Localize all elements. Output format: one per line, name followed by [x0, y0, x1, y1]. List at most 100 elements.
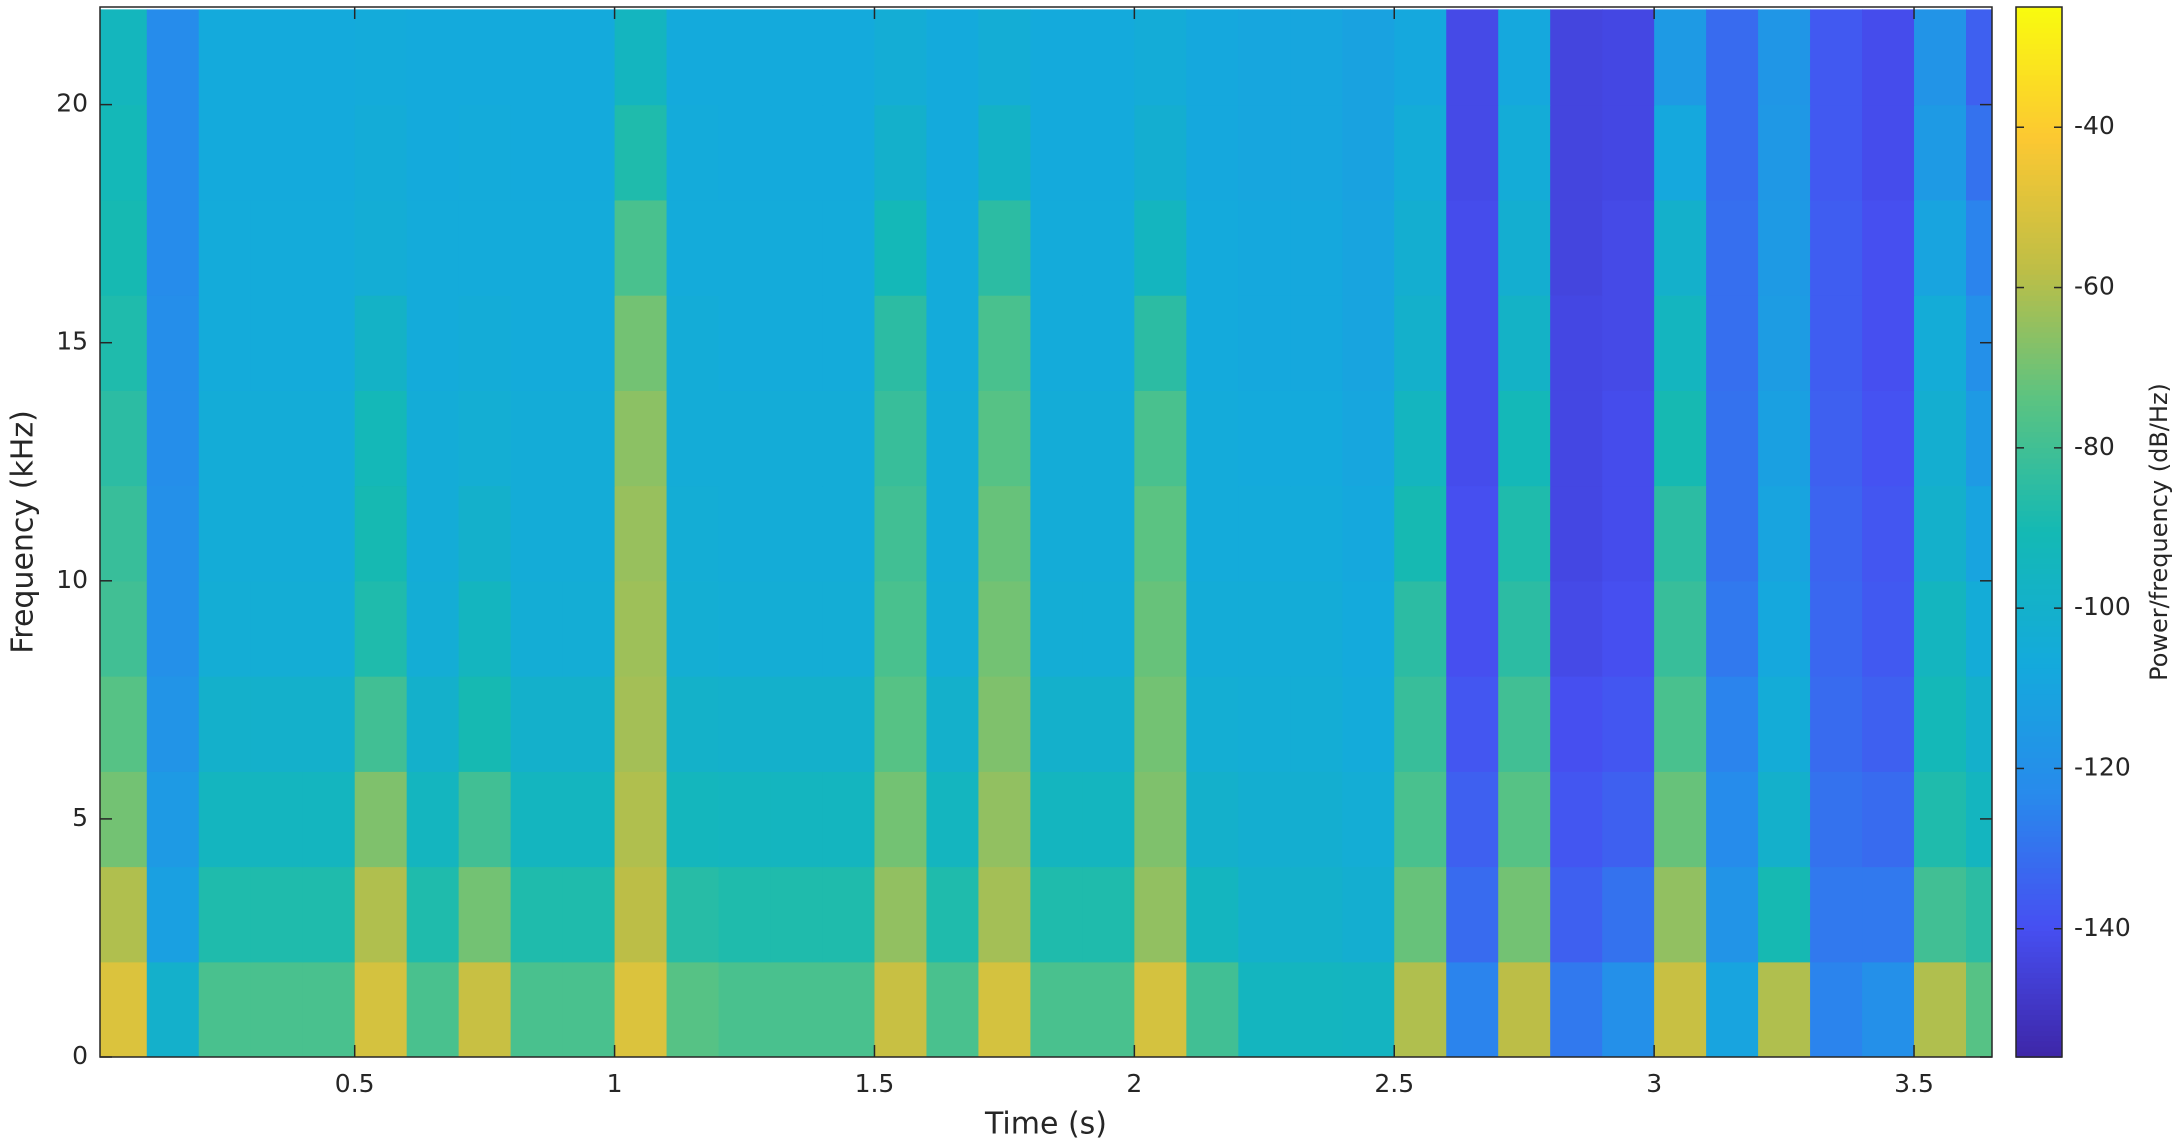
- cell: [1758, 9, 1811, 106]
- cell: [510, 295, 564, 391]
- cell: [1914, 295, 1967, 391]
- colorbar-step: [2016, 38, 2062, 45]
- cell: [146, 104, 200, 201]
- cell: [1290, 961, 1343, 1057]
- cell: [1498, 580, 1551, 677]
- colorbar-step: [2016, 679, 2062, 686]
- colorbar-step: [2016, 752, 2062, 759]
- cell: [510, 961, 564, 1057]
- cell: [406, 580, 460, 677]
- cell: [354, 9, 408, 106]
- cell: [406, 390, 460, 487]
- cell: [1446, 580, 1499, 677]
- cell: [406, 104, 460, 201]
- cell: [1758, 295, 1811, 391]
- cell: [510, 580, 564, 677]
- colorbar-step: [2016, 705, 2062, 712]
- cell: [1134, 771, 1187, 868]
- colorbar-step: [2016, 616, 2062, 623]
- cell: [1498, 485, 1551, 582]
- x-tick-label: 3: [1646, 1069, 1662, 1098]
- colorbar-step: [2016, 248, 2062, 255]
- cell: [1706, 866, 1759, 963]
- colorbar-step: [2016, 715, 2062, 722]
- cell: [1758, 390, 1811, 487]
- colorbar-step: [2016, 967, 2062, 974]
- cell: [1602, 295, 1655, 391]
- colorbar-step: [2016, 894, 2062, 901]
- colorbar-step: [2016, 269, 2062, 276]
- cell: [1342, 390, 1395, 487]
- cell: [1914, 866, 1967, 963]
- cell: [1654, 9, 1707, 106]
- cell: [1602, 485, 1655, 582]
- cell: [718, 866, 772, 963]
- colorbar-step: [2016, 516, 2062, 523]
- cell: [614, 961, 668, 1057]
- cell: [1498, 866, 1551, 963]
- cell: [1498, 771, 1551, 868]
- colorbar-tick-label: -120: [2074, 752, 2131, 781]
- colorbar-step: [2016, 700, 2062, 707]
- cell: [1758, 485, 1811, 582]
- cell: [874, 9, 928, 106]
- cell: [1186, 390, 1239, 487]
- cell: [978, 104, 1032, 201]
- cell: [1602, 390, 1655, 487]
- colorbar-step: [2016, 505, 2062, 512]
- cell: [1030, 199, 1083, 296]
- cell: [666, 9, 720, 106]
- cell: [1810, 961, 1863, 1057]
- colorbar-step: [2016, 553, 2062, 560]
- cell: [302, 580, 356, 677]
- cell: [1082, 961, 1135, 1057]
- cell: [822, 9, 876, 106]
- colorbar-step: [2016, 763, 2062, 770]
- colorbar-step: [2016, 579, 2062, 586]
- cell: [1082, 199, 1135, 296]
- colorbar-step: [2016, 826, 2062, 833]
- colorbar-step: [2016, 1004, 2062, 1011]
- colorbar-step: [2016, 274, 2062, 281]
- cell: [1498, 9, 1551, 106]
- cell: [1914, 199, 1967, 296]
- cell: [302, 199, 356, 296]
- cell: [1394, 676, 1447, 772]
- colorbar-step: [2016, 164, 2062, 171]
- colorbar-step: [2016, 805, 2062, 812]
- cell: [1758, 866, 1811, 963]
- x-tick-label: 2: [1126, 1069, 1142, 1098]
- cell: [822, 390, 876, 487]
- colorbar-step: [2016, 91, 2062, 98]
- colorbar-step: [2016, 374, 2062, 381]
- colorbar-step: [2016, 952, 2062, 959]
- cell: [1914, 390, 1967, 487]
- cell: [1706, 961, 1759, 1057]
- colorbar-step: [2016, 757, 2062, 764]
- cell: [146, 390, 200, 487]
- cell: [562, 199, 616, 296]
- colorbar-step: [2016, 768, 2062, 775]
- y-tick-label: 10: [56, 565, 88, 594]
- cell: [978, 295, 1032, 391]
- cell: [1446, 676, 1499, 772]
- cell: [1290, 295, 1343, 391]
- colorbar-step: [2016, 983, 2062, 990]
- colorbar-step: [2016, 22, 2062, 29]
- cell: [1342, 866, 1395, 963]
- cell: [562, 866, 616, 963]
- colorbar-step: [2016, 600, 2062, 607]
- colorbar-step: [2016, 820, 2062, 827]
- cell: [1914, 580, 1967, 677]
- colorbar-step: [2016, 406, 2062, 413]
- cell: [666, 580, 720, 677]
- colorbar-step: [2016, 962, 2062, 969]
- cell: [978, 485, 1032, 582]
- colorbar-step: [2016, 647, 2062, 654]
- cell: [1966, 580, 1992, 677]
- colorbar-step: [2016, 868, 2062, 875]
- cell: [1394, 104, 1447, 201]
- cell: [1290, 866, 1343, 963]
- cell: [354, 295, 408, 391]
- cell: [562, 104, 616, 201]
